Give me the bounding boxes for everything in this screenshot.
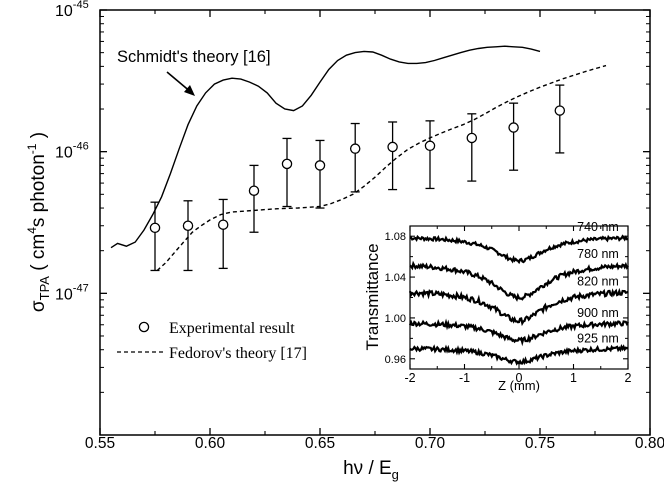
inset-trace bbox=[409, 343, 629, 366]
inset-chart: -2 -1 0 1 2 0.96 1.00 1.04 1.08 740 nm 780 nm 820… bbox=[363, 220, 632, 393]
data-point-marker bbox=[387, 141, 398, 153]
data-point-marker bbox=[349, 143, 361, 154]
inset-y-tick-labels: 0.96 1.00 1.04 1.08 bbox=[385, 231, 406, 366]
experimental-point bbox=[314, 139, 326, 209]
x-tick-label: 0.70 bbox=[415, 435, 446, 452]
experimental-point bbox=[248, 164, 260, 233]
x-tick-label: 0.80 bbox=[635, 435, 664, 452]
inset-trace-label: 780 nm bbox=[577, 247, 619, 261]
data-point-marker bbox=[508, 122, 519, 133]
data-point-marker bbox=[424, 140, 436, 152]
experimental-point bbox=[424, 120, 436, 190]
data-point-marker bbox=[466, 132, 478, 144]
inset-x-tick-label: -1 bbox=[459, 371, 470, 385]
inset-trace bbox=[409, 260, 629, 302]
data-point-marker bbox=[554, 105, 566, 116]
experimental-point bbox=[281, 137, 293, 208]
inset-x-tick-label: 1 bbox=[570, 371, 577, 385]
experimental-point bbox=[149, 201, 161, 272]
inset-trace bbox=[408, 318, 629, 347]
legend: Experimental result Fedorov's theory [17… bbox=[117, 320, 307, 362]
data-point-marker bbox=[217, 219, 229, 230]
inset-x-tick-labels: -2 -1 0 1 2 bbox=[404, 371, 631, 385]
inset-trace-label: 740 nm bbox=[577, 220, 619, 234]
inset-y-tick-label: 1.04 bbox=[385, 272, 406, 284]
inset-x-tick-label: 0 bbox=[516, 371, 523, 385]
inset-trace bbox=[408, 287, 629, 327]
experimental-point bbox=[466, 113, 478, 182]
inset-trace bbox=[409, 234, 629, 265]
y-tick-label: 10-45 bbox=[55, 0, 89, 20]
inset-trace-label: 820 nm bbox=[577, 274, 619, 288]
x-tick-label: 0.55 bbox=[85, 435, 115, 452]
experimental-point bbox=[554, 84, 566, 154]
data-point-marker bbox=[248, 185, 260, 196]
annotation-arrow-head bbox=[184, 85, 195, 96]
experimental-point bbox=[508, 102, 519, 171]
x-tick-labels: 0.55 0.60 0.65 0.70 0.75 0.80 bbox=[85, 435, 664, 452]
data-point-marker bbox=[182, 220, 194, 231]
x-axis-title: hν / Eg bbox=[343, 458, 399, 482]
schmidt-theory-curve bbox=[110, 45, 541, 249]
legend-label-fedorov: Fedorov's theory [17] bbox=[169, 345, 307, 362]
inset-x-axis-title: Z (mm) bbox=[498, 378, 540, 393]
x-tick-label: 0.75 bbox=[525, 435, 555, 452]
experimental-point bbox=[387, 121, 398, 191]
main-axis-ticks bbox=[99, 9, 651, 435]
y-axis-title: σTPA ( cm4s photon-1 ) bbox=[25, 132, 52, 312]
schmidt-annotation-label: Schmidt's theory [16] bbox=[117, 48, 271, 66]
experimental-point bbox=[349, 122, 361, 193]
y-tick-labels: 10-47 10-46 10-45 bbox=[55, 0, 89, 303]
x-tick-label: 0.65 bbox=[305, 435, 335, 452]
y-tick-label: 10-47 bbox=[55, 282, 89, 303]
data-point-marker bbox=[281, 158, 293, 170]
experimental-point bbox=[182, 200, 194, 272]
data-point-marker bbox=[149, 222, 161, 234]
main-series bbox=[110, 45, 607, 272]
legend-label-experimental: Experimental result bbox=[169, 320, 295, 337]
x-tick-label: 0.60 bbox=[195, 435, 226, 452]
inset-y-tick-label: 0.96 bbox=[385, 354, 406, 366]
inset-y-tick-label: 1.00 bbox=[385, 313, 406, 325]
inset-curve-labels: 740 nm 780 nm 820 nm 900 nm 925 nm bbox=[577, 220, 619, 345]
y-tick-label: 10-46 bbox=[55, 141, 89, 162]
inset-trace-label: 900 nm bbox=[577, 306, 619, 320]
inset-axis-ticks bbox=[409, 226, 629, 369]
inset-series bbox=[408, 234, 629, 366]
inset-y-axis-title: Transmittance bbox=[363, 243, 382, 350]
inset-x-tick-label: -2 bbox=[404, 371, 415, 385]
inset-x-tick-label: 2 bbox=[625, 371, 632, 385]
legend-marker-experimental bbox=[138, 321, 150, 333]
data-point-marker bbox=[314, 160, 326, 171]
experimental-point bbox=[217, 198, 229, 270]
inset-trace-label: 925 nm bbox=[577, 332, 619, 346]
fedorov-theory-curve bbox=[156, 64, 607, 272]
inset-y-tick-label: 1.08 bbox=[385, 231, 406, 243]
plot-frame bbox=[99, 9, 651, 436]
